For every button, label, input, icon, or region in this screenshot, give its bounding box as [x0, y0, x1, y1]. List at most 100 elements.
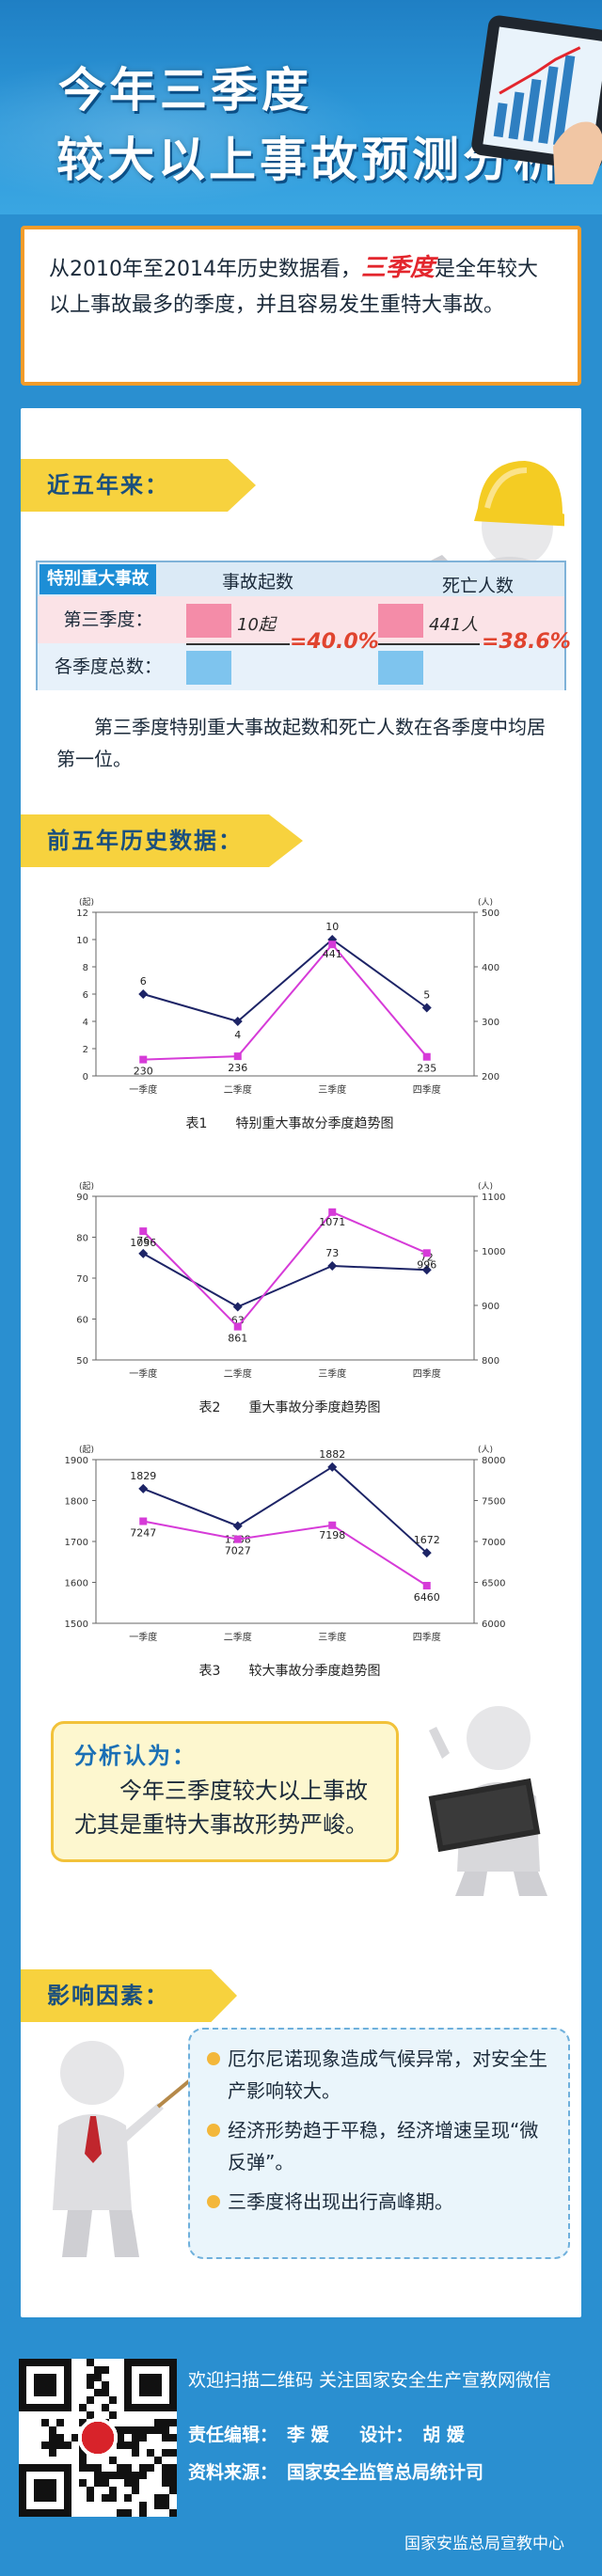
left-tick-label: 70: [76, 1274, 88, 1285]
qr-module: [49, 2426, 56, 2434]
qr-module: [162, 2449, 169, 2457]
qr-module: [162, 2472, 169, 2479]
qr-module: [87, 2374, 94, 2381]
series-point: [421, 1548, 432, 1558]
qr-module: [94, 2464, 102, 2472]
qr-module: [169, 2479, 177, 2487]
category-label: 一季度: [129, 1367, 157, 1380]
qr-module: [162, 2464, 169, 2472]
intro-box: 从2010年至2014年历史数据看，三季度是全年较大以上事故最多的季度，并且容易…: [21, 226, 581, 386]
right-axis-unit: (人): [478, 1445, 493, 1455]
qr-module: [41, 2419, 49, 2426]
qr-module: [169, 2487, 177, 2494]
series-point: [422, 1249, 431, 1257]
data-label: 1829: [130, 1470, 156, 1482]
qr-module: [49, 2449, 56, 2457]
category-label: 三季度: [318, 1631, 346, 1643]
bullet-dot-icon: [207, 2052, 220, 2065]
qr-module: [71, 2434, 79, 2442]
data-label: 10: [325, 921, 339, 933]
qr-finder-core: [34, 2479, 56, 2502]
design-label: 设计：: [359, 2425, 414, 2445]
chart-2-caption-text: 重大事故分季度趋势图: [248, 1400, 381, 1415]
left-tick-label: 1600: [65, 1579, 88, 1589]
right-tick-label: 7000: [482, 1538, 505, 1548]
data-label: 4: [234, 1029, 241, 1041]
qr-module: [139, 2464, 147, 2472]
data-label: 6: [140, 975, 147, 988]
qr-module: [139, 2502, 147, 2509]
section1-note: 第三季度特别重大事故起数和死亡人数在各季度中均居第一位。: [56, 716, 546, 770]
section-ribbon-recent: 近五年来：: [21, 459, 256, 512]
chart-3-svg: (起) (人) 1500 1600 1700 1800 1900 6000 6500 7000 75…: [65, 1445, 506, 1643]
total-accidents-box: [186, 651, 231, 685]
chart-3-caption: 表3 较大事故分季度趋势图: [55, 1661, 525, 1680]
editor-name: 李 媛: [287, 2425, 329, 2445]
qr-module: [162, 2426, 169, 2434]
qr-module: [124, 2479, 132, 2487]
qr-module: [79, 2479, 87, 2487]
series-point: [138, 1483, 149, 1493]
series-line: [143, 1520, 428, 1587]
series-point: [327, 1462, 338, 1472]
data-label: 236: [228, 1062, 247, 1074]
left-tick-label: 1900: [65, 1456, 88, 1466]
chart-1: (起) (人) 0 2 4 6 8 10 12 200 300 400 500 一季度 二季度 三季度 四季度 6…: [55, 892, 525, 1131]
data-label: 5: [423, 989, 430, 1002]
footer-scan-text: 欢迎扫描二维码 关注国家安全生产宣教网微信: [188, 2370, 552, 2391]
right-tick-label: 400: [482, 963, 499, 973]
stats-tag: 特别重大事故: [40, 564, 156, 594]
qr-module: [117, 2464, 124, 2472]
qr-module: [102, 2366, 109, 2374]
factor-item-text: 三季度将出现出行高峰期。: [228, 2190, 453, 2213]
series-point: [138, 989, 149, 999]
category-label: 二季度: [224, 1631, 252, 1643]
qr-module: [102, 2479, 109, 2487]
data-label: 1882: [319, 1448, 345, 1461]
data-label: 7247: [130, 1527, 156, 1540]
qr-module: [147, 2464, 154, 2472]
qr-module: [79, 2419, 87, 2426]
analysis-box: 分析认为： 今年三季度较大以上事故尤其是重特大事故形势严峻。: [51, 1721, 399, 1862]
designer-name: 胡 媛: [422, 2425, 465, 2445]
chart-3-caption-text: 较大事故分季度趋势图: [248, 1664, 381, 1679]
stats-table: 特别重大事故 事故起数 死亡人数 第三季度： 各季度总数： 10起 =40.0%…: [36, 561, 571, 690]
source-value: 国家安全监管总局统计司: [287, 2462, 484, 2483]
data-label: 7198: [319, 1529, 345, 1541]
factors-box: 厄尔尼诺现象造成气候异常，对安全生产影响较大。 经济形势趋于平稳，经济增速呈现“…: [188, 2028, 570, 2259]
title-line-1: 今年三季度: [58, 63, 312, 118]
series-point: [421, 1265, 432, 1275]
left-tick-label: 1800: [65, 1497, 88, 1508]
right-tick-label: 1100: [482, 1193, 505, 1203]
header-glow: [0, 56, 376, 207]
chart-2-caption: 表2 重大事故分季度趋势图: [55, 1398, 525, 1416]
series-line: [143, 942, 428, 1061]
data-label: 1071: [319, 1216, 345, 1228]
qr-module: [117, 2442, 124, 2449]
stats-row-total: 各季度总数：: [38, 643, 564, 690]
source-label: 资料来源：: [188, 2462, 278, 2483]
qr-module: [147, 2426, 154, 2434]
series-line: [142, 1210, 428, 1329]
tablet-chart-icon: [471, 15, 602, 184]
qr-code-icon[interactable]: [19, 2359, 177, 2517]
qr-module: [139, 2426, 147, 2434]
left-tick-label: 1500: [65, 1620, 88, 1630]
qr-module: [162, 2434, 169, 2442]
qr-module: [117, 2509, 124, 2517]
right-tick-label: 500: [482, 909, 499, 919]
left-tick-label: 90: [76, 1193, 88, 1203]
qr-module: [154, 2494, 162, 2502]
qr-module: [169, 2434, 177, 2442]
right-tick-label: 200: [482, 1072, 499, 1083]
book-figure-icon: [428, 1706, 547, 1896]
data-label: 73: [325, 1247, 339, 1259]
data-label: 1672: [414, 1534, 440, 1546]
qr-module: [117, 2434, 124, 2442]
qr-module: [109, 2411, 117, 2419]
factor-item: 三季度将出现出行高峰期。: [207, 2186, 551, 2218]
qr-module: [124, 2442, 132, 2449]
series-line: [142, 1465, 428, 1554]
series-point: [232, 1302, 243, 1312]
qr-module: [109, 2396, 117, 2404]
